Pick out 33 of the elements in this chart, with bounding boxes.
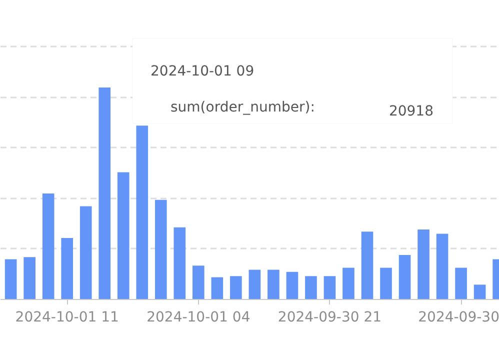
bar: [192, 266, 204, 300]
bar: [268, 270, 280, 300]
bar: [24, 257, 36, 300]
x-tick-label: 2024-10-01 04: [146, 310, 250, 326]
bar: [61, 238, 74, 300]
bar: [286, 272, 298, 300]
x-tick-label: 2024-09-30 21: [278, 310, 382, 326]
bar: [230, 276, 242, 300]
bar: [98, 87, 111, 300]
text: 2024-10-01 09: [150, 64, 254, 80]
bar: [361, 232, 374, 300]
bar: [380, 268, 392, 300]
bar: [305, 276, 317, 300]
bar: [42, 193, 54, 300]
bar: [418, 230, 430, 300]
bar: [342, 268, 354, 300]
annotation: sum(order_number):: [170, 100, 315, 116]
bar: [248, 270, 261, 300]
bar: [154, 200, 167, 300]
bar: [174, 227, 186, 300]
bar: [324, 276, 336, 300]
bar: [398, 254, 411, 300]
annotation: 20918: [388, 104, 434, 120]
bar: [136, 126, 148, 300]
bar: [455, 268, 467, 300]
x-tick-label: 2024-09-30: [418, 310, 499, 326]
bar: [211, 277, 224, 300]
bar: [436, 234, 448, 300]
bar: [117, 172, 130, 300]
bar: [474, 284, 486, 300]
bar: [4, 259, 17, 300]
x-tick-label: 2024-10-01 11: [15, 310, 119, 326]
bar: [80, 206, 92, 300]
